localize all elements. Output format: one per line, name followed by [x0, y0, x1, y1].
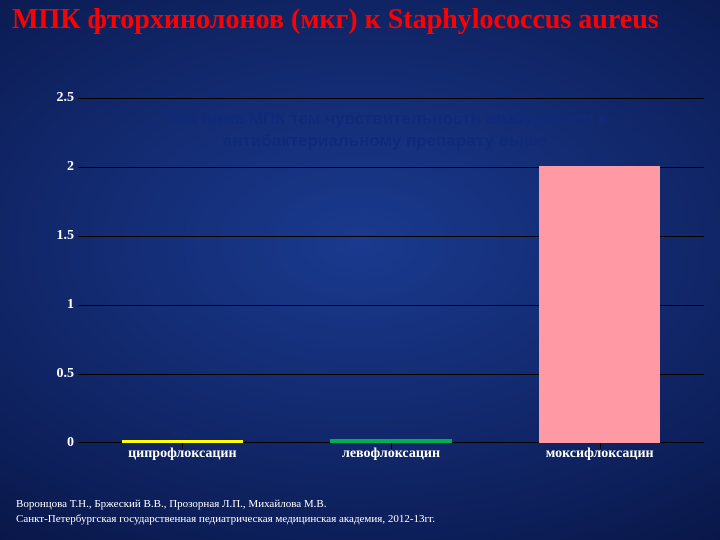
y-tick-label: 2: [4, 159, 74, 175]
plot-area: 0.025 0.03 2.005: [78, 98, 704, 443]
y-tick-label: 1: [4, 297, 74, 313]
slide-title: МПК фторхинолонов (мкг) к Staphylococcus…: [12, 4, 712, 36]
x-category-label: ципрофлоксацин: [87, 446, 277, 462]
bar: [539, 166, 660, 443]
y-tick-label: 0.5: [4, 366, 74, 382]
y-tick-label: 2.5: [4, 90, 74, 106]
x-category-label: левофлоксацин: [296, 446, 486, 462]
bar-value-label: 0.03: [331, 427, 451, 437]
x-category-label: моксифлоксацин: [505, 446, 695, 462]
y-tick-label: 0: [4, 435, 74, 451]
bar-value-label: 2.005: [540, 154, 660, 164]
citation-line2: Санкт-Петербургская государственная педи…: [16, 513, 435, 525]
citation: Воронцова Т.Н., Бржеский В.В., Прозорная…: [16, 497, 435, 526]
gridline: [78, 98, 704, 99]
slide: МПК фторхинолонов (мкг) к Staphylococcus…: [0, 0, 720, 540]
bar-chart: 0.0250.032.005 00.511.522.5ципрофлоксаци…: [10, 98, 710, 476]
y-tick-label: 1.5: [4, 228, 74, 244]
citation-line1: Воронцова Т.Н., Бржеский В.В., Прозорная…: [16, 498, 327, 510]
bar-value-label: 0.025: [122, 428, 242, 438]
